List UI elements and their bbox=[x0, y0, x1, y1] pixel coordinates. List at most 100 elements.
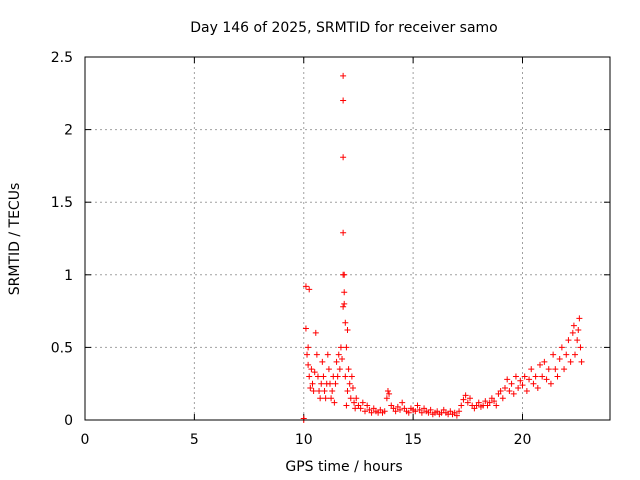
data-point bbox=[317, 395, 324, 402]
data-point bbox=[386, 390, 393, 397]
data-point bbox=[304, 351, 311, 358]
data-point bbox=[464, 399, 471, 406]
data-point bbox=[565, 337, 572, 344]
data-point bbox=[341, 271, 348, 278]
data-point bbox=[510, 390, 517, 397]
data-point bbox=[314, 373, 321, 380]
data-point bbox=[305, 344, 312, 351]
data-point bbox=[313, 351, 320, 358]
data-point bbox=[493, 402, 500, 409]
data-point bbox=[475, 399, 482, 406]
data-point bbox=[340, 154, 347, 161]
data-point bbox=[343, 402, 350, 409]
data-point bbox=[337, 344, 344, 351]
data-point bbox=[567, 358, 574, 365]
data-point bbox=[308, 366, 315, 373]
data-point bbox=[346, 380, 353, 387]
data-point bbox=[327, 380, 333, 387]
data-point bbox=[340, 303, 347, 310]
data-point bbox=[575, 326, 582, 333]
data-point bbox=[517, 377, 524, 384]
data-point bbox=[545, 366, 552, 373]
data-point bbox=[554, 373, 561, 380]
data-point bbox=[340, 97, 347, 104]
data-point bbox=[523, 387, 530, 394]
data-point bbox=[344, 326, 351, 333]
data-point bbox=[359, 399, 366, 406]
data-point bbox=[550, 351, 557, 358]
data-point bbox=[563, 351, 570, 358]
data-point bbox=[319, 358, 326, 365]
x-tick-label: 20 bbox=[514, 432, 532, 448]
data-point bbox=[316, 387, 323, 394]
data-point bbox=[537, 361, 543, 368]
x-tick-label: 15 bbox=[404, 432, 422, 448]
data-point bbox=[345, 366, 352, 373]
data-point bbox=[305, 361, 312, 368]
data-point bbox=[569, 329, 576, 336]
data-point bbox=[570, 322, 577, 329]
data-point bbox=[418, 409, 425, 416]
y-tick-label: 1.5 bbox=[51, 195, 73, 211]
data-point bbox=[344, 387, 351, 394]
data-point bbox=[414, 402, 421, 409]
data-point bbox=[576, 315, 583, 322]
y-tick-label: 2 bbox=[64, 123, 73, 139]
data-point bbox=[334, 373, 341, 380]
data-point bbox=[578, 358, 585, 365]
data-point bbox=[300, 415, 307, 422]
grid bbox=[85, 57, 610, 420]
data-point bbox=[343, 344, 350, 351]
data-point bbox=[506, 387, 513, 394]
data-point bbox=[339, 356, 346, 363]
data-point bbox=[497, 387, 504, 394]
data-point bbox=[539, 373, 546, 380]
x-axis-label: GPS time / hours bbox=[285, 459, 402, 475]
data-point bbox=[331, 399, 338, 406]
data-point bbox=[543, 376, 550, 383]
data-points bbox=[300, 72, 585, 423]
data-point bbox=[532, 373, 539, 380]
data-point bbox=[486, 399, 493, 406]
data-point bbox=[309, 380, 316, 387]
data-point bbox=[534, 385, 541, 392]
data-point bbox=[526, 376, 533, 383]
data-point bbox=[335, 351, 342, 358]
data-point bbox=[306, 286, 313, 293]
data-point bbox=[383, 395, 390, 402]
data-point bbox=[348, 373, 355, 380]
data-point bbox=[412, 408, 419, 415]
data-point bbox=[521, 373, 528, 380]
data-point bbox=[491, 398, 498, 405]
data-point bbox=[482, 398, 489, 405]
data-point bbox=[320, 373, 327, 380]
data-point bbox=[530, 380, 537, 387]
data-point bbox=[340, 229, 347, 236]
data-point bbox=[364, 402, 371, 409]
data-point bbox=[381, 408, 388, 415]
data-point bbox=[306, 373, 313, 380]
y-axis-label: SRMTID / TECUs bbox=[7, 183, 23, 296]
y-tick-label: 0.5 bbox=[51, 340, 73, 356]
data-point bbox=[392, 408, 399, 415]
y-tick-label: 0 bbox=[64, 413, 73, 429]
y-tick-label: 1 bbox=[64, 268, 73, 284]
data-point bbox=[572, 351, 578, 358]
y-tick-label: 2.5 bbox=[51, 50, 73, 66]
data-point bbox=[324, 351, 331, 358]
data-point bbox=[574, 337, 581, 344]
data-point bbox=[558, 344, 565, 351]
data-point bbox=[341, 300, 348, 307]
data-point bbox=[325, 366, 332, 373]
data-point bbox=[312, 329, 319, 336]
data-point bbox=[512, 373, 519, 380]
data-point bbox=[528, 366, 535, 373]
data-point bbox=[353, 395, 360, 402]
data-point bbox=[332, 380, 339, 387]
data-point bbox=[460, 396, 467, 403]
data-point bbox=[467, 395, 473, 402]
data-point bbox=[311, 369, 318, 376]
data-point bbox=[357, 405, 364, 412]
data-point bbox=[547, 380, 554, 387]
